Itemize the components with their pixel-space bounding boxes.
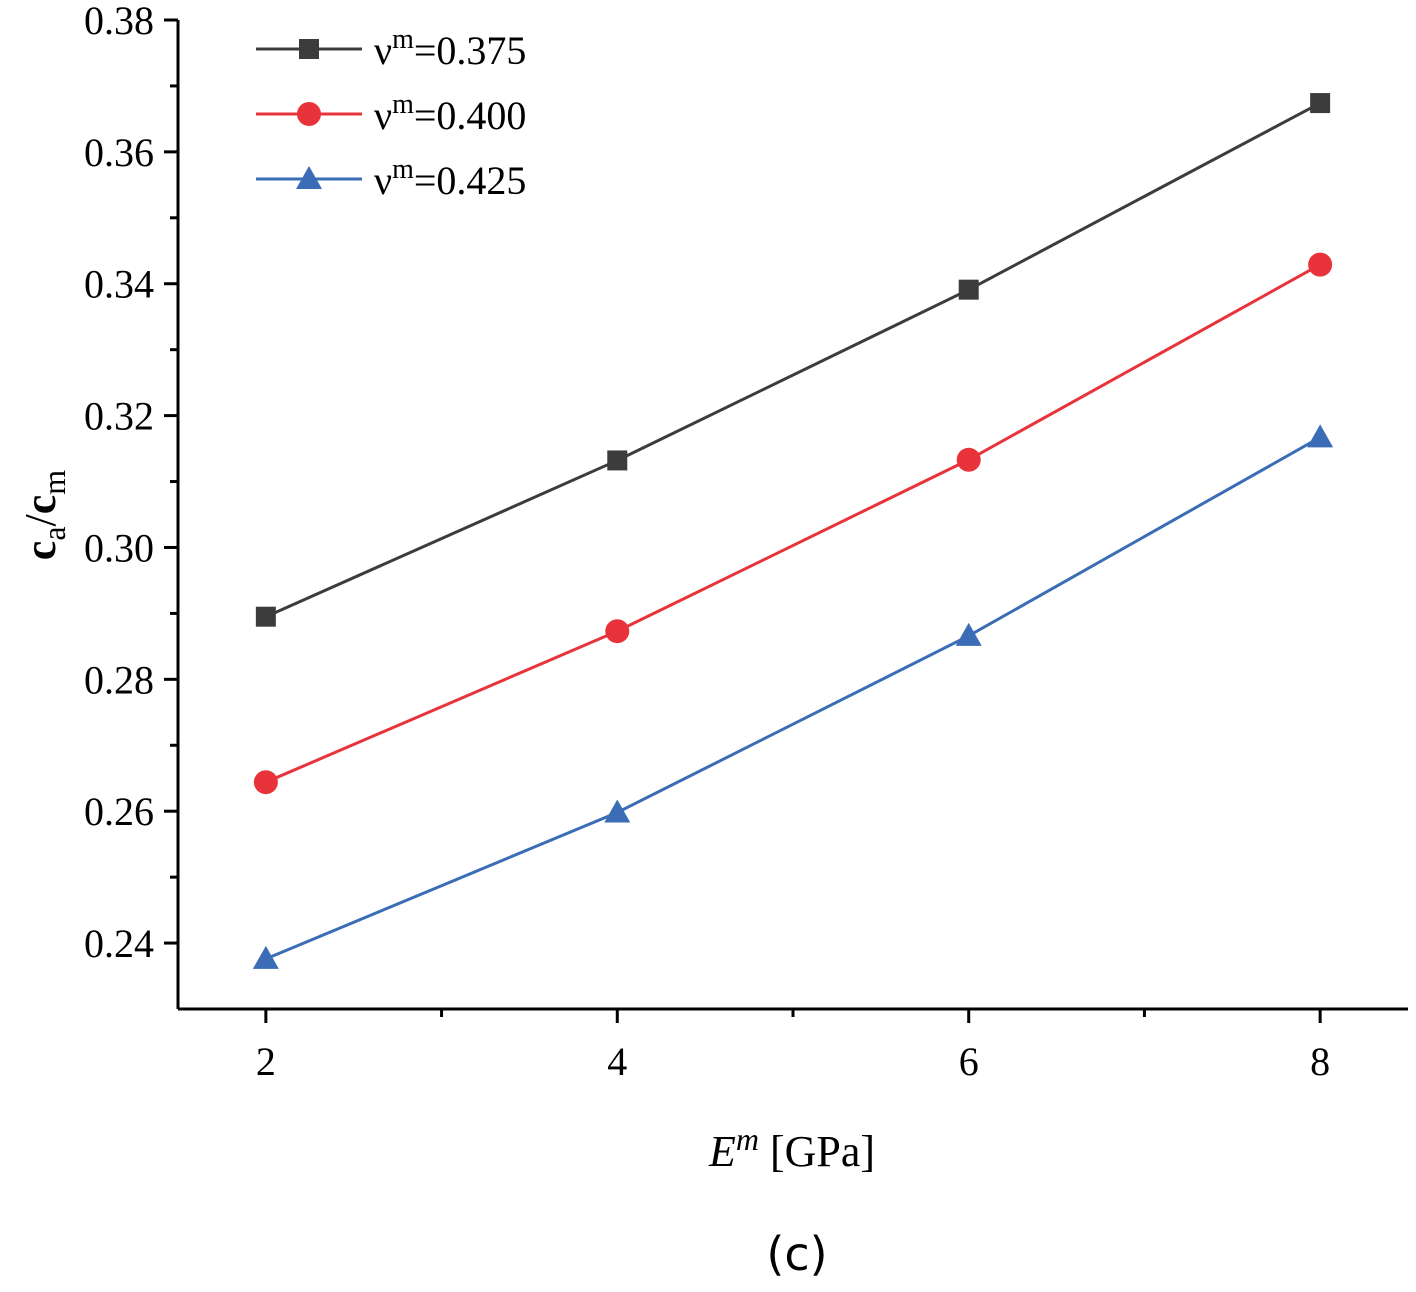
series-1 (253, 252, 1333, 795)
y-tick-label: 0.28 (84, 657, 154, 702)
series-0-point (255, 606, 276, 627)
legend-symbol: ν (374, 93, 392, 138)
series-0 (255, 93, 1331, 627)
x-tick-label: 6 (959, 1039, 979, 1084)
series-layer (252, 93, 1334, 969)
legend-label: νm=0.375 (374, 24, 526, 73)
x-tick-label: 4 (607, 1039, 627, 1084)
series-2 (252, 424, 1334, 969)
series-1-point (956, 447, 981, 472)
series-2-point (1307, 424, 1334, 448)
y-axis-title: ca/cm (16, 470, 72, 561)
x-title-sup: m (736, 1121, 759, 1157)
series-2-point (604, 799, 631, 823)
y-tick-label: 0.24 (84, 921, 154, 966)
y-title-sub2: m (36, 470, 72, 495)
labels: ca/cm Em [GPa] (c) (16, 470, 875, 1281)
legend-entry-1: νm=0.400 (256, 89, 526, 138)
legend-symbol: ν (374, 158, 392, 203)
y-title-c1: c (16, 541, 65, 561)
axes: 0.24 0.26 0.28 0.30 0.32 0.34 0.36 0.38 2 4 6 8 (84, 0, 1408, 1084)
x-tick-label: 2 (256, 1039, 276, 1084)
y-tick-label: 0.26 (84, 789, 154, 834)
legend-marker (297, 102, 321, 126)
series-2-point (252, 945, 279, 969)
series-1-point (605, 619, 630, 644)
x-tick-label: 8 (1310, 1039, 1330, 1084)
y-tick-label: 0.32 (84, 394, 154, 439)
y-title-c2: c (16, 495, 65, 515)
legend-symbol: ν (374, 28, 392, 73)
legend-value: =0.400 (414, 93, 527, 138)
series-line-2 (265, 436, 1321, 961)
y-tick-label: 0.34 (84, 262, 154, 307)
series-2-point (955, 622, 982, 646)
series-1-point (1308, 252, 1333, 277)
legend-value: =0.425 (414, 158, 527, 203)
legend-label: νm=0.425 (374, 154, 526, 203)
y-tick-label: 0.30 (84, 525, 154, 570)
y-tick-label: 0.36 (84, 130, 154, 175)
legend-entry-2: νm=0.425 (256, 154, 526, 203)
legend-label: νm=0.400 (374, 89, 526, 138)
panel-label: (c) (766, 1227, 827, 1281)
y-title-sub1: a (36, 526, 72, 540)
y-title-slash: / (16, 513, 65, 526)
y-tick-label: 0.38 (84, 0, 154, 43)
legend-superscript: m (392, 154, 414, 185)
legend-value: =0.375 (414, 28, 527, 73)
legend-superscript: m (392, 89, 414, 120)
legend-marker (296, 166, 322, 189)
legend-marker (299, 39, 319, 59)
legend-superscript: m (392, 24, 414, 55)
series-0-point (958, 279, 979, 300)
x-title-unit: [GPa] (759, 1127, 875, 1176)
series-line-1 (265, 263, 1321, 784)
series-1-point (253, 770, 278, 795)
legend-entry-0: νm=0.375 (256, 24, 526, 73)
series-0-point (607, 450, 628, 471)
x-title-var: E (708, 1127, 736, 1176)
series-line-0 (265, 101, 1321, 619)
x-axis-title: Em [GPa] (708, 1121, 875, 1176)
series-0-point (1310, 93, 1331, 114)
